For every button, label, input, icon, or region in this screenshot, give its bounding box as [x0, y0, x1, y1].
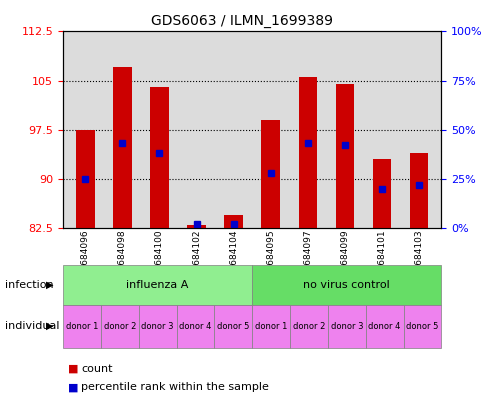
Bar [214, 305, 252, 348]
Bar [261, 120, 279, 228]
Text: donor 5: donor 5 [406, 322, 438, 331]
Text: GDS6063 / ILMN_1699389: GDS6063 / ILMN_1699389 [151, 14, 333, 28]
Text: donor 3: donor 3 [141, 322, 174, 331]
Text: donor 5: donor 5 [217, 322, 249, 331]
Bar [113, 68, 131, 228]
Bar [327, 305, 365, 348]
Text: ■: ■ [68, 364, 78, 374]
Bar [224, 215, 242, 228]
Bar [252, 265, 440, 305]
Text: donor 2: donor 2 [292, 322, 324, 331]
Bar [101, 305, 138, 348]
Bar [187, 225, 205, 228]
Text: donor 1: donor 1 [66, 322, 98, 331]
Text: influenza A: influenza A [126, 280, 188, 290]
Bar [365, 305, 403, 348]
Bar [403, 305, 440, 348]
Text: donor 4: donor 4 [179, 322, 211, 331]
Text: ▶: ▶ [46, 280, 53, 290]
Bar [150, 87, 168, 228]
Bar [335, 84, 353, 228]
Bar [63, 305, 101, 348]
Bar [372, 159, 391, 228]
Bar [176, 305, 214, 348]
Text: ■: ■ [68, 382, 78, 393]
Bar [76, 130, 94, 228]
Text: count: count [81, 364, 113, 374]
Bar [289, 305, 327, 348]
Text: donor 3: donor 3 [330, 322, 363, 331]
Bar [252, 305, 289, 348]
Text: individual: individual [5, 321, 59, 331]
Bar [298, 77, 317, 228]
Text: ▶: ▶ [46, 321, 53, 331]
Bar [409, 152, 427, 228]
Bar [63, 265, 252, 305]
Text: donor 4: donor 4 [368, 322, 400, 331]
Text: percentile rank within the sample: percentile rank within the sample [81, 382, 269, 393]
Text: no virus control: no virus control [303, 280, 389, 290]
Text: infection: infection [5, 280, 53, 290]
Bar [138, 305, 176, 348]
Text: donor 2: donor 2 [104, 322, 136, 331]
Text: donor 1: donor 1 [255, 322, 287, 331]
